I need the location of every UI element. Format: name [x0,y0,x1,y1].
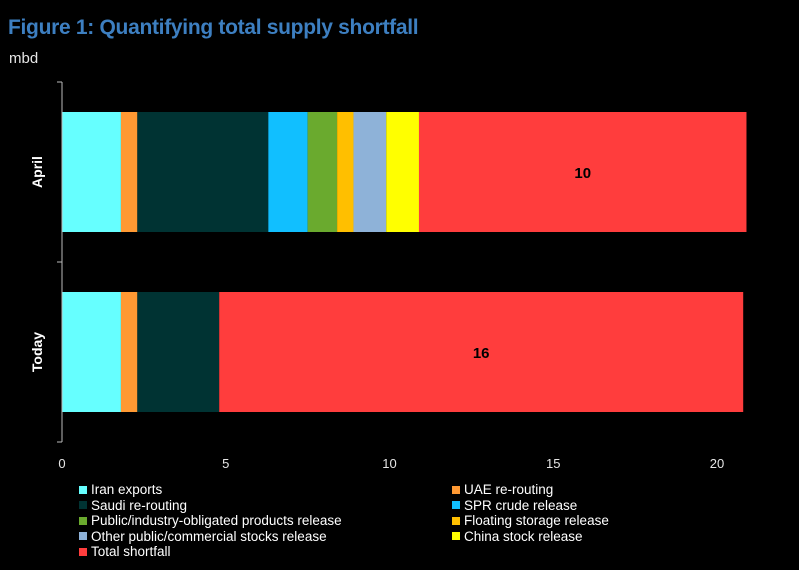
category-label-april: April [29,156,45,188]
chart-svg: 10 16 April Today 0 5 10 15 20 [29,81,747,471]
legend-swatch [79,547,87,556]
category-label-today: Today [29,332,45,372]
legend-item: Public/industry-obligated products relea… [79,513,452,529]
legend-item: SPR crude release [452,498,772,514]
bar-today-total-shortfall [219,292,744,412]
legend-item: Total shortfall [79,544,452,560]
unit-label: mbd [9,50,39,67]
x-tick-label: 15 [546,456,560,471]
bar-april-uae-re-routing [120,112,138,232]
bar-today-uae-re-routing [120,292,138,412]
legend-label: SPR crude release [464,497,578,513]
bar-april-iran-exports [62,112,121,232]
legend-item: Iran exports [79,482,452,498]
bar-april-china-stock-release [386,112,419,232]
x-tick-label: 5 [222,456,229,471]
bar-april-spr-crude-release [268,112,308,232]
bar-april-other-public-commercial-stocks-release [353,112,387,232]
legend-item: Other public/commercial stocks release [79,529,452,545]
x-tick-label: 20 [710,456,724,471]
legend-swatch [79,532,87,541]
bar-april-public-industry-obligated-products-release [307,112,338,232]
legend-label: Public/industry-obligated products relea… [91,513,342,528]
legend-swatch [452,532,460,541]
bar-april-total-shortfall [418,112,747,232]
legend-item: China stock release [452,529,772,545]
data-label-today: 16 [473,345,490,362]
legend-label: Iran exports [91,482,163,497]
legend-label: China stock release [464,528,583,544]
legend-swatch [452,501,460,510]
legend-swatch [452,516,460,525]
bar-april-saudi-re-routing [137,112,269,232]
bar-today-iran-exports [62,292,121,412]
legend-swatch [79,501,87,510]
legend-label: Total shortfall [91,544,171,559]
legend-swatch [79,485,87,494]
legend-item: Saudi re-routing [79,498,452,514]
legend-label: UAE re-routing [464,482,554,497]
legend-swatch [452,485,460,494]
x-tick-label: 10 [382,456,396,471]
bar-today-saudi-re-routing [137,292,220,412]
legend-label: Saudi re-routing [91,497,188,513]
chart-title: Figure 1: Quantifying total supply short… [8,16,419,39]
legend-label: Other public/commercial stocks release [91,528,327,544]
legend-swatch [79,516,87,525]
legend-item: UAE re-routing [452,482,772,498]
data-label-april: 10 [574,165,591,182]
bar-april-floating-storage-release [337,112,354,232]
legend: Iran exports UAE re-routing Saudi re-routi… [79,482,779,560]
legend-label: Floating storage release [464,513,609,528]
x-tick-label: 0 [58,456,65,471]
legend-item: Floating storage release [452,513,772,529]
